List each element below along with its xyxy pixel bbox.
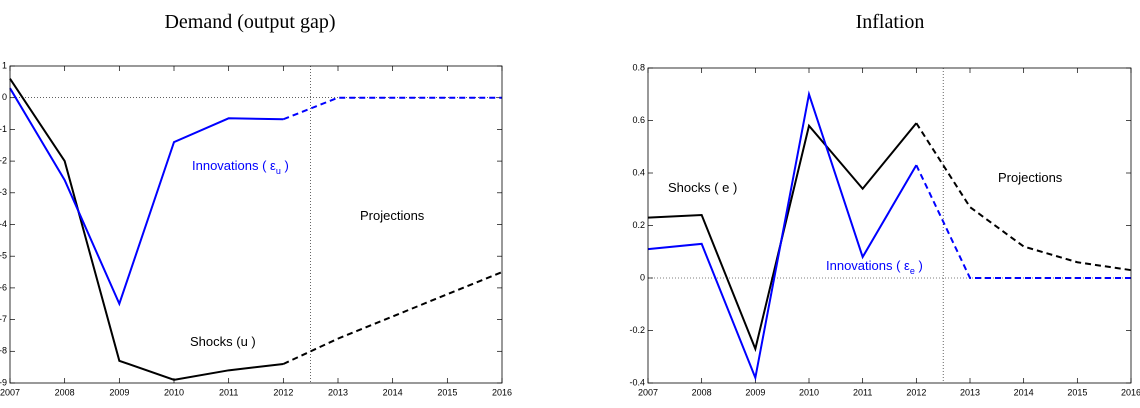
series-line: [647, 90, 918, 382]
x-tick-label: 2007: [638, 387, 658, 397]
x-tick-label: 2014: [1014, 387, 1034, 397]
x-tick-label: 2015: [1067, 387, 1087, 397]
plot-frame: [647, 67, 1132, 384]
x-tick-label: 2011: [853, 387, 872, 397]
series-line: [9, 78, 284, 381]
x-tick-label: 2012: [906, 387, 926, 397]
y-tick-label: 0.2: [632, 220, 645, 230]
x-tick-label: 2009: [109, 387, 129, 397]
y-tick-label: -7: [0, 314, 7, 324]
x-tick-label: 2015: [437, 387, 457, 397]
projection-line: [915, 164, 1131, 279]
annotation: Innovations ( εe ): [826, 258, 923, 276]
annotation: Projections: [360, 208, 425, 223]
y-tick-label: -4: [0, 219, 7, 229]
y-tick-label: 0.8: [632, 62, 645, 72]
annotation-text: Projections: [360, 208, 425, 223]
projection-line: [282, 271, 503, 365]
y-tick-label: -0.2: [629, 325, 645, 335]
x-tick-label: 2010: [799, 387, 819, 397]
series-line: [9, 87, 284, 307]
x-tick-label: 2007: [0, 387, 20, 397]
projection-line: [282, 96, 502, 121]
y-tick-label: -1: [0, 124, 7, 134]
y-tick-label: -2: [0, 155, 7, 165]
plot-frame: [9, 65, 503, 384]
annotation-text: Projections: [998, 170, 1063, 185]
x-tick-label: 2016: [1121, 387, 1140, 397]
x-tick-label: 2014: [383, 387, 403, 397]
y-tick-label: -6: [0, 282, 7, 292]
x-tick-label: 2012: [273, 387, 293, 397]
y-tick-label: -5: [0, 251, 7, 261]
y-tick-label: 1: [2, 60, 7, 70]
y-tick-label: -3: [0, 187, 7, 197]
y-tick-label: -9: [0, 377, 7, 387]
annotation-text: Innovations ( ε: [192, 158, 276, 173]
annotation: Projections: [998, 170, 1063, 185]
x-tick-label: 2013: [960, 387, 980, 397]
annotation-text: Innovations ( ε: [826, 258, 910, 273]
annotation: Shocks (u ): [190, 334, 256, 349]
chart-title: Demand (output gap): [164, 11, 335, 33]
y-tick-label: -8: [0, 346, 7, 356]
y-tick-label: 0.6: [632, 115, 645, 125]
annotation-text: Shocks (u ): [190, 334, 256, 349]
chart-title: Inflation: [856, 11, 925, 33]
y-tick-label: 0.4: [632, 167, 645, 177]
y-tick-label: 0: [640, 272, 645, 282]
x-tick-label: 2009: [745, 387, 765, 397]
annotation-text: Shocks ( e ): [668, 180, 737, 195]
annotation: Shocks ( e ): [668, 180, 737, 195]
annotation-subscript: e: [910, 266, 915, 276]
x-tick-label: 2011: [219, 387, 238, 397]
y-tick-label: -0.4: [629, 377, 645, 387]
y-tick-label: 0: [2, 92, 7, 102]
x-tick-label: 2013: [328, 387, 348, 397]
annotation: Innovations ( εu ): [192, 158, 289, 176]
x-tick-label: 2008: [55, 387, 75, 397]
x-tick-label: 2010: [164, 387, 184, 397]
x-tick-label: 2016: [492, 387, 512, 397]
annotation-tail: ): [281, 158, 289, 173]
annotation-subscript: u: [276, 166, 281, 176]
x-tick-label: 2008: [692, 387, 712, 397]
projection-line: [915, 122, 1132, 272]
annotation-tail: ): [915, 258, 923, 273]
